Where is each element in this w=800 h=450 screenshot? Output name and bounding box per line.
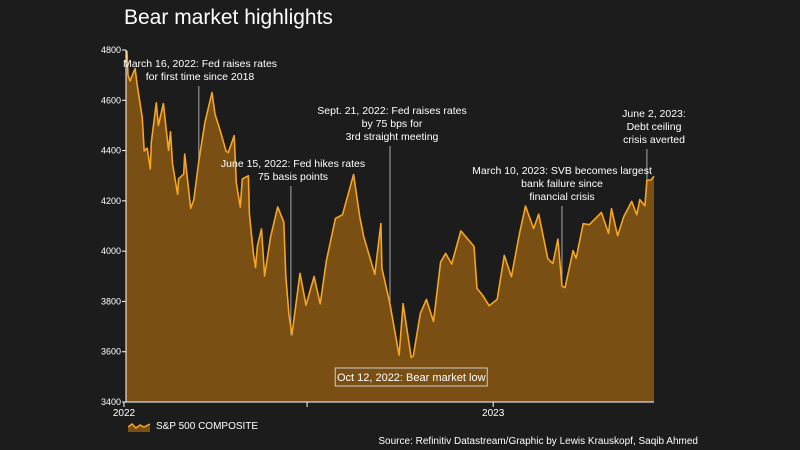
low-label-box <box>334 367 488 387</box>
y-tick-label: 4200 <box>101 196 121 206</box>
annotation-line: March 16, 2022: Fed raises rates <box>123 58 277 70</box>
y-tick-label: 3400 <box>101 397 121 407</box>
annotation-line: for first time since 2018 <box>146 71 255 83</box>
series-area-group <box>126 50 654 403</box>
y-tick-label: 3800 <box>101 296 121 306</box>
annotation-leaders-group <box>198 86 648 335</box>
axes-group: 3400 3600 3800 4000 4200 4400 4600 4800 2022 2023 <box>101 45 654 419</box>
y-tick-label: 4800 <box>101 45 121 55</box>
x-tick-label: 2023 <box>482 408 505 419</box>
source-credit: Source: Refinitiv Datastream/Graphic by … <box>378 436 698 447</box>
chart-title: Bear market highlights <box>124 6 333 29</box>
annotation-line: June 15, 2022: Fed hikes rates <box>221 158 365 170</box>
annotation-text: June 15, 2022: Fed hikes rates 75 basis p… <box>221 158 365 183</box>
series-area <box>126 50 654 403</box>
y-tick-label: 4400 <box>101 146 121 156</box>
annotations-group: March 16, 2022: Fed raises rates for firs… <box>123 58 686 387</box>
annotation-line: June 2, 2023: <box>622 108 686 120</box>
annotation-line: 3rd straight meeting <box>346 131 439 143</box>
annotation-line: crisis averted <box>623 134 685 146</box>
y-tick-label: 4000 <box>101 246 121 256</box>
annotation-line: 75 basis points <box>258 171 328 183</box>
annotation-text: Sept. 21, 2022: Fed raises rates by 75 bp… <box>317 105 466 143</box>
y-tick-label: 4600 <box>101 95 121 105</box>
series-line-group <box>125 50 655 359</box>
series-line <box>125 50 655 359</box>
x-tick-label: 2022 <box>113 408 136 419</box>
annotation-line: Sept. 21, 2022: Fed raises rates <box>317 105 466 117</box>
low-label-text: Oct 12, 2022: Bear market low <box>337 372 486 384</box>
annotation-text: March 10, 2023: SVB becomes largest bank … <box>472 165 652 203</box>
annotation-line: bank failure since <box>521 178 603 190</box>
annotation-text: June 2, 2023: Debt ceiling crisis averted <box>622 108 686 146</box>
legend-label: S&P 500 COMPOSITE <box>156 421 259 432</box>
chart-legend: S&P 500 COMPOSITE <box>128 421 258 432</box>
y-tick-label: 3600 <box>101 347 121 357</box>
annotation-text: March 16, 2022: Fed raises rates for firs… <box>123 58 277 83</box>
annotation-line: Debt ceiling <box>627 121 682 133</box>
annotation-line: financial crisis <box>529 191 594 203</box>
annotation-line: by 75 bps for <box>362 118 423 130</box>
legend-swatch <box>128 422 150 432</box>
annotation-line: March 10, 2023: SVB becomes largest <box>472 165 652 177</box>
